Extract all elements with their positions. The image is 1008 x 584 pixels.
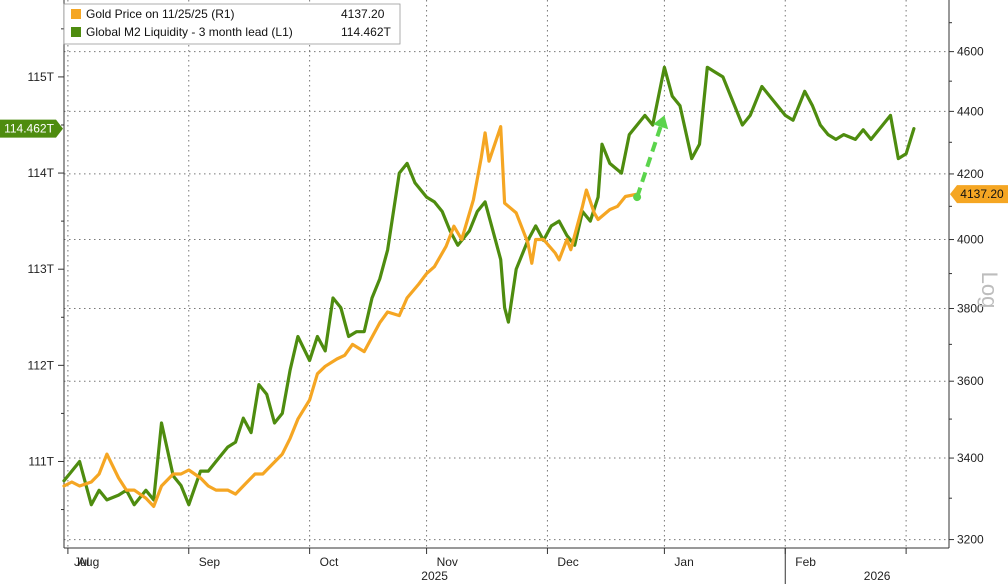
- legend: Gold Price on 11/25/25 (R1) 4137.20 Glob…: [63, 3, 401, 45]
- month-label: Dec: [557, 555, 578, 569]
- series-layer: [62, 65, 916, 508]
- legend-value-m2: 114.462T: [341, 25, 391, 39]
- right-current-value-text: 4137.20: [960, 187, 1004, 201]
- right-tick-label: 4200: [957, 167, 984, 181]
- month-label: Jul: [74, 555, 89, 569]
- legend-box: [63, 3, 401, 45]
- trend-arrow-line: [635, 126, 663, 198]
- right-tick-label: 3200: [957, 533, 984, 547]
- right-current-value-tag: [950, 185, 1008, 204]
- legend-label-m2: Global M2 Liquidity - 3 month lead (L1): [86, 25, 293, 39]
- left-tick-label: 112T: [28, 358, 55, 372]
- right-tick-label: 3800: [957, 302, 984, 316]
- left-tick-label: 113T: [28, 262, 55, 276]
- legend-swatch-m2: [71, 27, 81, 37]
- month-label: Sep: [199, 555, 221, 569]
- month-label: Oct: [320, 555, 339, 569]
- left-current-value-tag: [0, 119, 63, 138]
- left-tick-label: 111T: [28, 454, 54, 468]
- labels-layer: 114.462T 4137.20: [0, 119, 1008, 204]
- right-tick-label: 3600: [957, 374, 984, 388]
- series-line-m2: [62, 65, 916, 507]
- month-label: Aug: [78, 555, 99, 569]
- grid-layer: [64, 0, 949, 548]
- month-label: Jan: [674, 555, 693, 569]
- left-tick-label: 115T: [28, 70, 55, 84]
- month-label: Feb: [795, 555, 816, 569]
- right-tick-label: 4000: [957, 233, 984, 247]
- right-axis-scale-label: Log: [977, 272, 1002, 309]
- year-label: 2026: [864, 569, 891, 583]
- year-label: 2025: [421, 569, 448, 583]
- left-current-value-text: 114.462T: [4, 122, 54, 136]
- trend-arrow-start-dot: [633, 193, 642, 202]
- right-tick-label: 4400: [957, 104, 984, 118]
- right-tick-label: 4600: [957, 45, 984, 59]
- axes-layer: 111T 112T 113T 114T 115T 3200 3400 3600 3800 4000…: [28, 0, 1002, 584]
- month-label: Nov: [437, 555, 458, 569]
- legend-label-gold: Gold Price on 11/25/25 (R1): [86, 7, 235, 21]
- series-line-gold: [62, 125, 639, 508]
- legend-value-gold: 4137.20: [341, 7, 385, 21]
- legend-swatch-gold: [71, 9, 81, 19]
- trend-arrow-head: [653, 115, 669, 130]
- right-tick-label: 3400: [957, 451, 984, 465]
- left-tick-label: 114T: [28, 166, 55, 180]
